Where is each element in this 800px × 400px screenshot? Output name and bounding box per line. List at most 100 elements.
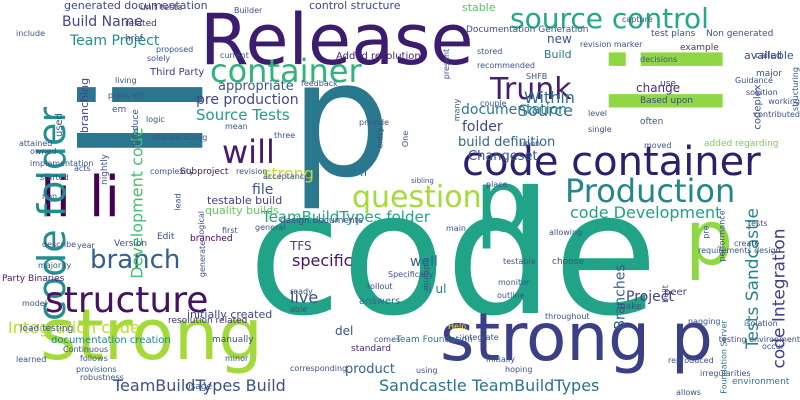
cloud-word: built	[660, 285, 670, 303]
cloud-word: complexity	[150, 167, 194, 176]
cloud-word: example	[680, 43, 719, 53]
cloud-word: allows	[676, 388, 701, 397]
cloud-word: three	[274, 131, 296, 140]
cloud-word: mean	[225, 122, 248, 131]
cloud-word: Trunk	[490, 72, 572, 107]
cloud-word: hoping	[505, 365, 533, 374]
cloud-word: branch	[90, 245, 181, 275]
cloud-word: answers	[359, 296, 401, 307]
cloud-word: Version	[114, 239, 148, 249]
cloud-word: first	[222, 226, 238, 235]
cloud-word: owned	[30, 147, 57, 156]
cloud-word: Team Project	[70, 33, 160, 49]
cloud-word: sibling	[411, 177, 434, 185]
cloud-word: throughout	[545, 312, 590, 321]
cloud-word: plans etc	[108, 91, 145, 100]
cloud-word: contributed	[753, 110, 800, 119]
cloud-word: del	[335, 324, 354, 338]
cloud-word: ready	[290, 287, 313, 296]
cloud-word: proposed	[156, 45, 194, 54]
cloud-word: implementation	[30, 159, 94, 168]
cloud-word: allowing	[549, 228, 583, 237]
cloud-word: occur	[762, 342, 785, 351]
cloud-word: couple	[480, 99, 507, 108]
cloud-word: Build Name	[62, 14, 143, 30]
cloud-word: Source Tests	[196, 106, 290, 124]
cloud-word: outline	[497, 291, 525, 300]
cloud-word: Changeset	[468, 149, 538, 164]
cloud-word: TeamBuildTypes Build	[113, 376, 286, 395]
cloud-word: moved	[644, 141, 672, 150]
cloud-word: p	[475, 153, 529, 252]
cloud-word: revision	[236, 167, 268, 176]
cloud-word: control structure	[309, 0, 401, 12]
cloud-word: p	[685, 193, 734, 282]
cloud-word: isolation	[744, 319, 778, 328]
cloud-word: environment	[732, 377, 790, 387]
cloud-word: feedback	[301, 79, 338, 88]
cloud-word: testable build	[207, 194, 283, 207]
cloud-word: strong	[263, 164, 314, 183]
cloud-word: ul li	[344, 165, 368, 180]
cloud-word: working	[768, 97, 800, 106]
cloud-word: decisions	[640, 55, 678, 64]
cloud-word: generate	[198, 240, 208, 278]
cloud-word: provide	[359, 118, 390, 127]
cloud-word: Edit	[157, 232, 175, 242]
cloud-word: many	[452, 98, 462, 122]
cloud-word: code Development	[570, 203, 722, 222]
cloud-word: structuring	[791, 67, 800, 111]
cloud-word: entry	[375, 127, 385, 149]
cloud-word: Third Party	[150, 67, 205, 78]
cloud-word: Added resolution	[336, 51, 421, 62]
cloud-word: nagging	[688, 317, 721, 326]
cloud-word: related	[125, 19, 157, 29]
cloud-word: appropriate	[218, 79, 294, 94]
cloud-word: reproduced	[668, 356, 714, 365]
cloud-word: place	[486, 180, 508, 189]
cloud-word: usage	[185, 382, 213, 392]
cloud-word: Within	[524, 88, 575, 107]
cloud-word: single	[588, 125, 612, 134]
cloud-word: unit tests	[140, 3, 183, 13]
cloud-word: use	[660, 79, 676, 89]
cloud-word: branching	[78, 77, 92, 134]
cloud-word: stored	[477, 47, 503, 56]
cloud-word: will	[222, 133, 275, 171]
cloud-word: change	[636, 81, 681, 95]
cloud-word: Team Foundation	[396, 335, 473, 345]
cloud-word: testing environment	[718, 335, 800, 344]
cloud-word: capture	[622, 15, 653, 24]
cloud-word: Specifically	[388, 270, 434, 279]
cloud-word: include	[16, 29, 45, 38]
cloud-word: called	[755, 51, 782, 61]
cloud-word: source control	[510, 2, 709, 35]
cloud-word: Builder	[234, 6, 263, 15]
cloud-word: monitor	[498, 278, 530, 287]
cloud-word: code container	[462, 139, 761, 185]
cloud-word: em	[112, 105, 127, 115]
cloud-word: logical	[196, 211, 206, 237]
cloud-word: well	[410, 254, 438, 270]
cloud-word: able	[290, 305, 308, 314]
cloud-word: li li	[40, 165, 121, 230]
cloud-word: corresponding	[290, 364, 348, 373]
cloud-word: design documents	[280, 216, 363, 226]
cloud-word: peer	[664, 287, 687, 298]
cloud-word: recommended	[477, 61, 535, 70]
cloud-word: robustness	[80, 373, 124, 382]
cloud-word: Subproject	[180, 167, 229, 177]
cloud-word: current	[220, 51, 249, 60]
cloud-word: li ul	[425, 282, 447, 296]
cloud-word: Help	[448, 322, 467, 331]
cloud-word: Foundation Server	[719, 320, 729, 394]
cloud-word: irregularities	[700, 369, 751, 378]
cloud-word: solely	[147, 54, 171, 63]
cloud-word: specific	[292, 251, 353, 270]
cloud-word: Release	[200, 0, 474, 81]
cloud-word: often	[640, 117, 664, 127]
cloud-word: model	[22, 299, 47, 308]
cloud-word: code	[248, 156, 658, 354]
cloud-word: One	[401, 130, 411, 148]
